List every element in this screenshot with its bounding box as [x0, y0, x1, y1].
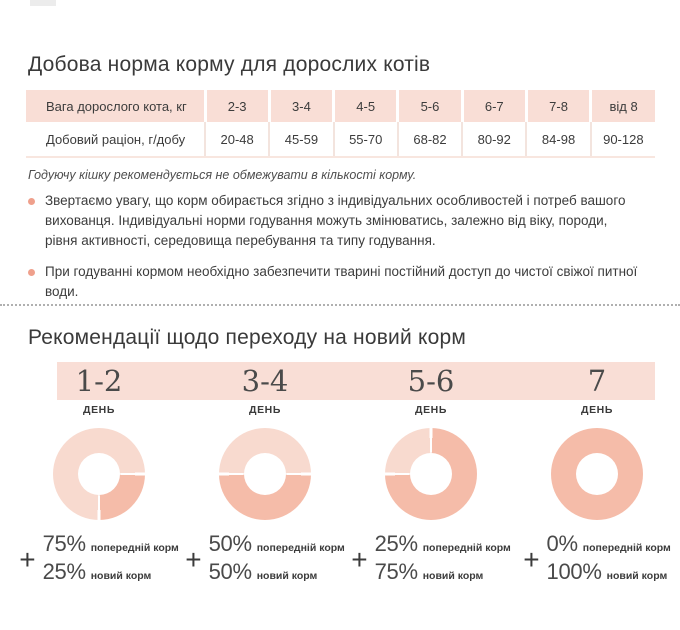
- notes-list: Звертаємо увагу, що корм обирається згід…: [28, 191, 643, 313]
- donut-chart-day-7: [551, 428, 643, 520]
- day-range: 7: [587, 364, 607, 398]
- new-food-percent: 50%: [208, 559, 252, 584]
- mix-ratio-day-7: + 0% попередній корм 100% новий корм: [523, 532, 671, 588]
- day-range: 3-4: [241, 364, 289, 398]
- section-title-daily-norm: Добова норма корму для дорослих котів: [28, 53, 431, 76]
- new-food-percent: 25%: [42, 559, 86, 584]
- new-food-label: новий корм: [256, 570, 318, 582]
- weight-col: від 8: [589, 90, 655, 122]
- section-title-transition: Рекомендації щодо переходу на новий корм: [28, 326, 466, 349]
- new-food-label: новий корм: [606, 570, 668, 582]
- day-word: ДЕНЬ: [82, 404, 115, 416]
- donut-chart-day-3-4: [219, 428, 311, 520]
- new-food-label: новий корм: [90, 570, 152, 582]
- feeding-table-header-row: Вага дорослого кота, кг 2-3 3-4 4-5 5-6 …: [26, 90, 655, 122]
- note-bullet-individual-needs: Звертаємо увагу, що корм обирається згід…: [28, 191, 643, 251]
- old-food-label: попередній корм: [422, 542, 511, 554]
- percent-row: + 75% попередній корм 25% новий корм + 50%…: [16, 532, 680, 588]
- old-food-label: попередній корм: [582, 542, 671, 554]
- donut-chart-day-5-6: [385, 428, 477, 520]
- weight-header-label: Вага дорослого кота, кг: [26, 90, 205, 122]
- old-food-label: попередній корм: [256, 542, 345, 554]
- plus-icon: +: [351, 544, 368, 575]
- ration-value: 20-48: [203, 122, 270, 158]
- mix-ratio-day-1-2: + 75% попередній корм 25% новий корм: [19, 532, 179, 588]
- weight-col: 4-5: [332, 90, 398, 122]
- top-edge-artifact: [30, 0, 56, 6]
- weight-col: 7-8: [524, 90, 591, 122]
- ration-value: 68-82: [396, 122, 463, 158]
- day-word-row: ДЕНЬ ДЕНЬ ДЕНЬ ДЕНЬ: [16, 404, 680, 416]
- ration-value: 80-92: [461, 122, 527, 158]
- day-word: ДЕНЬ: [580, 404, 613, 416]
- donut-row: [16, 428, 680, 520]
- weight-col: 3-4: [267, 90, 334, 122]
- transition-chart: 1-2 3-4 5-6 7 ДЕНЬ ДЕНЬ ДЕНЬ ДЕНЬ + 75% п…: [16, 362, 680, 588]
- feeding-table: Вага дорослого кота, кг 2-3 3-4 4-5 5-6 …: [26, 90, 655, 158]
- ration-value: 90-128: [589, 122, 655, 158]
- old-food-percent: 75%: [42, 531, 86, 556]
- dotted-divider: [0, 304, 680, 306]
- old-food-percent: 25%: [374, 531, 418, 556]
- weight-col: 2-3: [203, 90, 270, 122]
- mix-ratio-day-5-6: + 25% попередній корм 75% новий корм: [351, 532, 511, 588]
- day-numbers-band: [57, 362, 655, 400]
- old-food-percent: 0%: [546, 531, 579, 556]
- donut-chart-day-1-2: [53, 428, 145, 520]
- weight-col: 6-7: [460, 90, 527, 122]
- plus-icon: +: [523, 544, 540, 575]
- day-word: ДЕНЬ: [248, 404, 281, 416]
- old-food-percent: 50%: [208, 531, 252, 556]
- plus-icon: +: [185, 544, 202, 575]
- new-food-label: новий корм: [422, 570, 484, 582]
- new-food-percent: 100%: [546, 559, 602, 584]
- note-bullet-fresh-water: При годуванні кормом необхідно забезпечи…: [28, 262, 643, 302]
- ration-value: 84-98: [525, 122, 591, 158]
- nursing-cat-note: Годуючу кішку рекомендується не обмежува…: [28, 168, 417, 182]
- ration-row-label: Добовий раціон, г/добу: [26, 122, 205, 158]
- plus-icon: +: [19, 544, 36, 575]
- day-range: 1-2: [75, 364, 123, 398]
- mix-ratio-day-3-4: + 50% попередній корм 50% новий корм: [185, 532, 345, 588]
- weight-col: 5-6: [396, 90, 463, 122]
- old-food-label: попередній корм: [90, 542, 179, 554]
- day-range: 5-6: [407, 364, 455, 398]
- feeding-table-ration-row: Добовий раціон, г/добу 20-48 45-59 55-70…: [26, 122, 655, 158]
- ration-value: 45-59: [268, 122, 334, 158]
- ration-value: 55-70: [332, 122, 398, 158]
- new-food-percent: 75%: [374, 559, 418, 584]
- day-numbers-row: 1-2 3-4 5-6 7: [16, 362, 680, 400]
- day-word: ДЕНЬ: [414, 404, 447, 416]
